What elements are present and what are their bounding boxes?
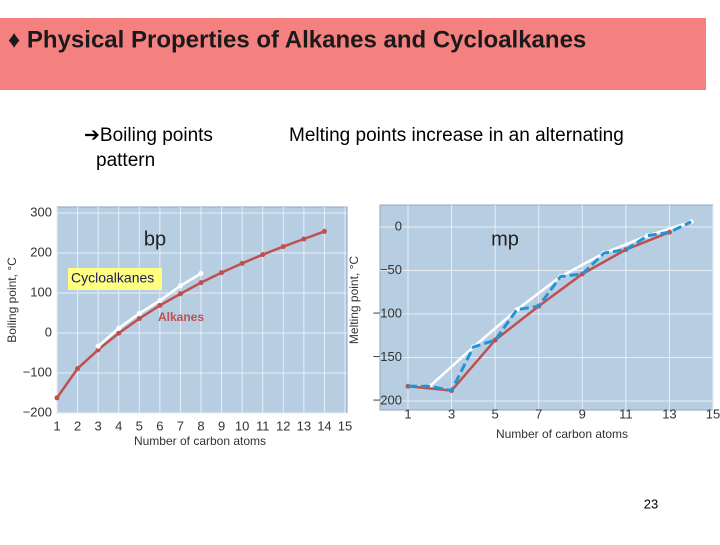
y-tick-label: 300	[30, 204, 52, 219]
y-axis-title: Melting point, °C	[347, 256, 361, 345]
point	[95, 347, 101, 353]
y-tick-label: −100	[373, 305, 402, 320]
annotation: bp	[144, 228, 166, 250]
x-tick-label: 5	[136, 418, 143, 433]
x-tick-label: 9	[579, 406, 586, 421]
point	[260, 252, 266, 258]
point	[219, 270, 225, 276]
note: Melting points increase in an alternatin…	[289, 125, 624, 146]
series-line	[97, 272, 202, 348]
x-tick-label: 10	[235, 418, 249, 433]
x-tick-label: 9	[218, 418, 225, 433]
label-box	[68, 268, 162, 290]
title-band	[0, 18, 706, 90]
x-tick-label: 4	[115, 418, 122, 433]
point	[95, 343, 101, 349]
x-tick-label: 7	[177, 418, 184, 433]
point	[301, 236, 307, 242]
y-tick-label: −200	[373, 392, 402, 407]
y-tick-label: −50	[380, 262, 402, 277]
x-axis-title: Number of carbon atoms	[496, 427, 628, 441]
y-axis-title: Boiling point, °C	[5, 257, 19, 343]
point	[177, 283, 183, 289]
point	[116, 330, 122, 336]
point	[157, 302, 163, 308]
x-tick-label: 13	[297, 418, 311, 433]
plot-area	[379, 204, 714, 411]
note: pattern	[96, 150, 155, 171]
x-tick-label: 13	[662, 406, 676, 421]
point	[54, 395, 60, 401]
y-tick-label: 0	[45, 324, 52, 339]
point	[157, 298, 163, 304]
x-tick-label: 2	[74, 418, 81, 433]
x-tick-label: 12	[276, 418, 290, 433]
x-tick-label: 3	[95, 418, 102, 433]
series-label: Alkanes	[158, 310, 204, 324]
x-tick-label: 6	[156, 418, 163, 433]
x-tick-label: 15	[706, 406, 720, 421]
x-tick-label: 11	[619, 406, 633, 421]
point	[198, 270, 204, 276]
x-tick-label: 14	[317, 418, 331, 433]
x-tick-label: 5	[492, 406, 499, 421]
point	[239, 260, 245, 266]
point	[321, 228, 327, 234]
slide-title: ♦ Physical Properties of Alkanes and Cyc…	[8, 26, 586, 53]
point	[280, 244, 286, 250]
point	[177, 291, 183, 297]
y-tick-label: 100	[30, 284, 52, 299]
series-line	[55, 230, 325, 399]
x-axis-title: Number of carbon atoms	[134, 434, 266, 448]
x-tick-label: 11	[256, 418, 270, 433]
x-tick-label: 1	[404, 406, 411, 421]
x-tick-label: 15	[338, 418, 352, 433]
series-label: Cycloalkanes	[71, 270, 154, 286]
series-line	[408, 220, 692, 393]
page-number: 23	[644, 496, 658, 511]
point	[75, 366, 81, 372]
point	[136, 316, 142, 322]
point	[198, 280, 204, 286]
point	[116, 325, 122, 331]
x-tick-label: 3	[448, 406, 455, 421]
y-tick-label: 0	[395, 218, 402, 233]
y-tick-label: −200	[23, 404, 52, 419]
annotation: mp	[491, 228, 519, 250]
y-tick-label: −150	[373, 349, 402, 364]
x-tick-label: 1	[53, 418, 60, 433]
y-tick-label: 200	[30, 244, 52, 259]
x-tick-label: 7	[535, 406, 542, 421]
note: ➔Boiling points	[84, 125, 213, 146]
y-tick-label: −100	[23, 364, 52, 379]
point	[136, 310, 142, 316]
x-tick-label: 8	[197, 418, 204, 433]
